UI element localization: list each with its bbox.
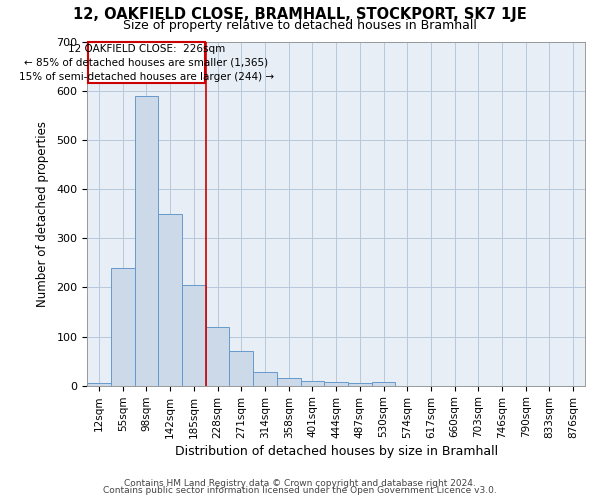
Text: Contains HM Land Registry data © Crown copyright and database right 2024.: Contains HM Land Registry data © Crown c… xyxy=(124,478,476,488)
Text: Size of property relative to detached houses in Bramhall: Size of property relative to detached ho… xyxy=(123,18,477,32)
FancyBboxPatch shape xyxy=(88,42,205,84)
X-axis label: Distribution of detached houses by size in Bramhall: Distribution of detached houses by size … xyxy=(175,444,497,458)
Bar xyxy=(301,381,324,386)
Text: 12, OAKFIELD CLOSE, BRAMHALL, STOCKPORT, SK7 1JE: 12, OAKFIELD CLOSE, BRAMHALL, STOCKPORT,… xyxy=(73,8,527,22)
Bar xyxy=(348,383,371,386)
Text: 12 OAKFIELD CLOSE:  226sqm
← 85% of detached houses are smaller (1,365)
15% of s: 12 OAKFIELD CLOSE: 226sqm ← 85% of detac… xyxy=(19,44,274,82)
Bar xyxy=(277,378,301,386)
Bar xyxy=(134,96,158,386)
Bar xyxy=(371,382,395,386)
Bar xyxy=(229,352,253,386)
Bar xyxy=(111,268,134,386)
Text: Contains public sector information licensed under the Open Government Licence v3: Contains public sector information licen… xyxy=(103,486,497,495)
Bar xyxy=(253,372,277,386)
Bar xyxy=(206,326,229,386)
Bar xyxy=(158,214,182,386)
Bar xyxy=(182,285,206,386)
Bar xyxy=(87,383,111,386)
Bar xyxy=(324,382,348,386)
Y-axis label: Number of detached properties: Number of detached properties xyxy=(37,120,49,306)
